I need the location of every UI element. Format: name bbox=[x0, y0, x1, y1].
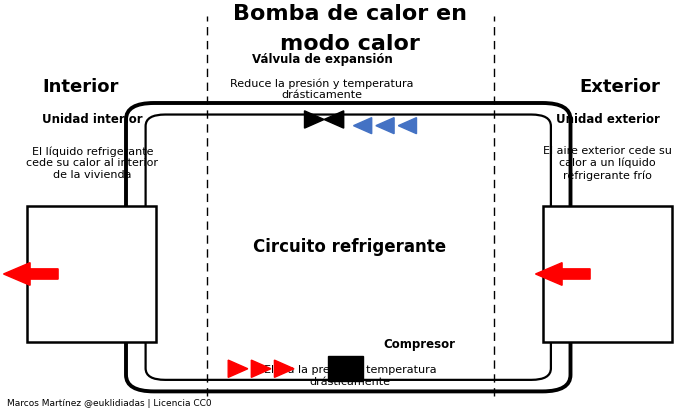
Polygon shape bbox=[4, 263, 58, 285]
Polygon shape bbox=[274, 360, 294, 377]
Polygon shape bbox=[398, 118, 416, 134]
Polygon shape bbox=[536, 263, 590, 285]
Text: Unidad interior: Unidad interior bbox=[42, 113, 143, 126]
Text: Reduce la presión y temperatura
drásticamente: Reduce la presión y temperatura drástica… bbox=[230, 78, 414, 101]
Text: El aire exterior cede su
calor a un líquido
refrigerante frío: El aire exterior cede su calor a un líqu… bbox=[543, 146, 672, 180]
FancyBboxPatch shape bbox=[328, 356, 363, 381]
Polygon shape bbox=[354, 118, 372, 134]
Text: Bomba de calor en
modo calor: Bomba de calor en modo calor bbox=[233, 4, 467, 54]
FancyBboxPatch shape bbox=[542, 206, 672, 342]
Text: Válvula de expansión: Válvula de expansión bbox=[251, 53, 393, 66]
Polygon shape bbox=[228, 360, 248, 377]
Polygon shape bbox=[304, 111, 324, 128]
Text: Exterior: Exterior bbox=[579, 77, 660, 96]
Text: Interior: Interior bbox=[42, 77, 119, 96]
Text: Circuito refrigerante: Circuito refrigerante bbox=[253, 238, 447, 256]
Text: Unidad exterior: Unidad exterior bbox=[556, 113, 659, 126]
Polygon shape bbox=[251, 360, 271, 377]
Polygon shape bbox=[376, 118, 394, 134]
Text: Eleva la presión y temperatura
drásticamente: Eleva la presión y temperatura drásticam… bbox=[264, 365, 436, 387]
Text: Compresor: Compresor bbox=[384, 337, 456, 351]
Text: Marcos Martínez @euklidiadas | Licencia CC0: Marcos Martínez @euklidiadas | Licencia … bbox=[7, 399, 211, 408]
Text: El líquido refrigerante
cede su calor al interior
de la vivienda: El líquido refrigerante cede su calor al… bbox=[27, 146, 158, 180]
Polygon shape bbox=[324, 111, 344, 128]
FancyBboxPatch shape bbox=[27, 206, 156, 342]
